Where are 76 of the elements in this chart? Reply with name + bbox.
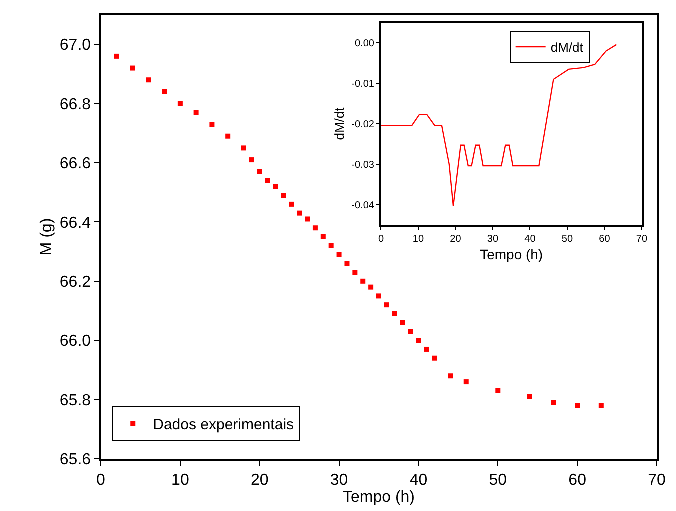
point	[146, 78, 152, 83]
point	[328, 243, 334, 248]
y-tick-label: 67.0	[60, 37, 92, 54]
legend-label: dM/dt	[550, 40, 584, 56]
point	[114, 54, 120, 59]
point	[336, 252, 342, 258]
y-tick-label: 0.00	[355, 38, 375, 50]
y-tick-label: 66.0	[60, 333, 92, 350]
point	[249, 158, 254, 163]
point	[352, 270, 358, 276]
x-tick-label: 10	[172, 472, 190, 489]
point	[289, 202, 294, 207]
x-tick-label: 0	[378, 234, 384, 245]
point	[162, 89, 168, 94]
point	[312, 226, 318, 231]
y-tick-label: 66.6	[60, 156, 92, 173]
point	[257, 169, 262, 174]
x-axis-title: Tempo (h)	[342, 488, 416, 506]
point	[226, 134, 231, 139]
point	[432, 356, 438, 361]
legend-label: Dados experimentais	[153, 416, 294, 434]
point	[281, 193, 286, 198]
point	[130, 66, 136, 71]
x-tick-label: 60	[568, 472, 587, 489]
point	[265, 178, 270, 184]
x-tick-label: 40	[524, 234, 536, 245]
x-tick-label: 10	[412, 234, 424, 245]
y-axis-title: dM/dt	[332, 107, 348, 140]
x-tick-label: 30	[330, 472, 348, 489]
point	[448, 374, 453, 379]
y-tick-label: -0.01	[352, 79, 375, 90]
point	[384, 302, 390, 308]
point	[598, 403, 604, 408]
y-tick-label: 65.6	[60, 452, 92, 469]
point	[178, 101, 183, 106]
point	[368, 284, 374, 290]
y-axis-title: M (g)	[38, 218, 56, 256]
point	[464, 380, 469, 385]
x-tick-label: 20	[450, 234, 462, 245]
point	[551, 400, 556, 406]
y-tick-label: -0.04	[352, 200, 375, 212]
y-tick-label: 66.4	[60, 214, 92, 232]
x-tick-label: 30	[487, 234, 499, 245]
x-tick-label: 50	[562, 234, 574, 245]
point	[424, 346, 430, 352]
x-tick-label: 50	[489, 472, 508, 489]
point	[376, 294, 382, 299]
point	[320, 234, 326, 240]
y-tick-label: 66.8	[60, 96, 92, 114]
y-tick-label: -0.02	[352, 120, 375, 130]
x-tick-label: 0	[96, 472, 106, 489]
point	[527, 394, 532, 400]
x-tick-label: 70	[648, 472, 666, 489]
point	[360, 278, 366, 284]
point	[241, 146, 246, 151]
y-tick-label: 65.8	[60, 392, 92, 410]
point	[344, 261, 350, 266]
x-tick-label: 70	[636, 234, 648, 245]
x-tick-label: 20	[250, 472, 269, 489]
point	[297, 210, 302, 216]
y-tick-label: -0.03	[352, 160, 375, 171]
point	[400, 320, 406, 326]
y-tick-label: 66.2	[60, 274, 92, 291]
point	[194, 110, 199, 116]
point	[392, 311, 398, 316]
x-tick-label: 60	[599, 234, 611, 245]
x-axis-title: Tempo (h)	[480, 246, 544, 263]
point	[416, 338, 422, 344]
point	[575, 403, 580, 408]
point	[305, 216, 310, 222]
point	[210, 122, 215, 128]
point	[496, 388, 501, 394]
point	[273, 184, 278, 190]
line-series	[381, 44, 618, 207]
point	[408, 329, 414, 334]
x-tick-label: 40	[410, 472, 428, 489]
